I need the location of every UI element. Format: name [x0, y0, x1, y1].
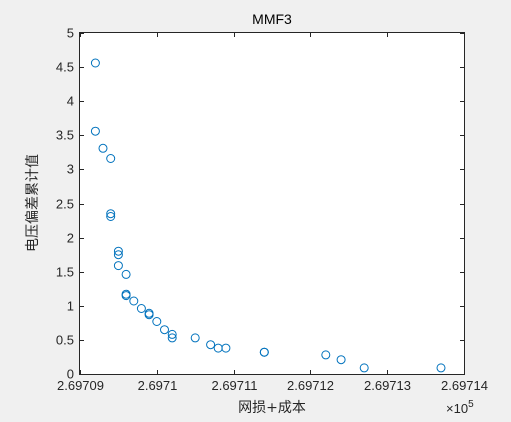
x-tick-label: 2.69709 [57, 378, 104, 393]
y-tick-label: 4 [67, 94, 74, 109]
x-axis-multiplier-exponent: 5 [468, 399, 474, 410]
x-axis-label: 网损+成本 [238, 400, 306, 416]
data-point [206, 340, 216, 350]
data-point [167, 333, 177, 343]
data-point [436, 363, 446, 373]
x-axis-ticks: 2.69709 2.6971 2.69711 2.69712 2.69713 2.6971… [57, 33, 488, 393]
x-axis-multiplier: ×105 [446, 399, 474, 416]
data-point [106, 209, 116, 219]
data-point [90, 58, 100, 68]
y-tick-label: 2 [67, 231, 74, 246]
data-point [359, 363, 369, 373]
data-point [113, 246, 123, 256]
data-point [152, 317, 162, 326]
data-point [160, 325, 169, 335]
data-point [106, 154, 116, 163]
y-tick-label: 1.5 [56, 265, 74, 280]
y-tick-label: 2.5 [56, 197, 74, 212]
y-tick-label: 4.5 [56, 60, 74, 75]
data-point [121, 291, 131, 301]
plot-area [79, 32, 465, 375]
y-tick-label: 5 [67, 26, 74, 41]
data-point [144, 310, 154, 320]
data-point [90, 126, 100, 136]
data-point [259, 347, 269, 357]
chart-title: MMF3 [252, 11, 292, 27]
data-point [113, 261, 123, 271]
y-tick-label: 3.5 [56, 128, 74, 143]
y-tick-label: 0.5 [56, 333, 74, 348]
data-point [121, 269, 131, 279]
data-point [321, 350, 331, 360]
y-tick-label: 1 [67, 299, 74, 314]
data-point [136, 304, 146, 313]
y-tick-label: 3 [67, 162, 74, 177]
data-point [98, 143, 108, 153]
x-tick-label: 2.69713 [364, 378, 411, 393]
data-point [113, 250, 123, 260]
y-axis-label: 电压偏差累计值 [25, 154, 41, 252]
x-tick-label: 2.6971 [138, 378, 178, 393]
data-point [167, 329, 177, 339]
data-point [336, 355, 346, 365]
data-point [190, 333, 200, 343]
scatter-markers [90, 58, 446, 373]
data-point [221, 343, 231, 353]
x-tick-label: 2.69714 [441, 378, 488, 393]
y-axis-ticks: 0 0.5 1 1.5 2 2.5 3 3.5 4 4.5 5 [56, 26, 464, 382]
x-axis-multiplier-base: ×10 [446, 401, 468, 416]
x-tick-label: 2.69712 [287, 378, 334, 393]
data-point [129, 296, 139, 306]
y-tick-label: 0 [67, 367, 74, 382]
data-point [106, 212, 116, 221]
x-tick-label: 2.69711 [211, 378, 257, 393]
